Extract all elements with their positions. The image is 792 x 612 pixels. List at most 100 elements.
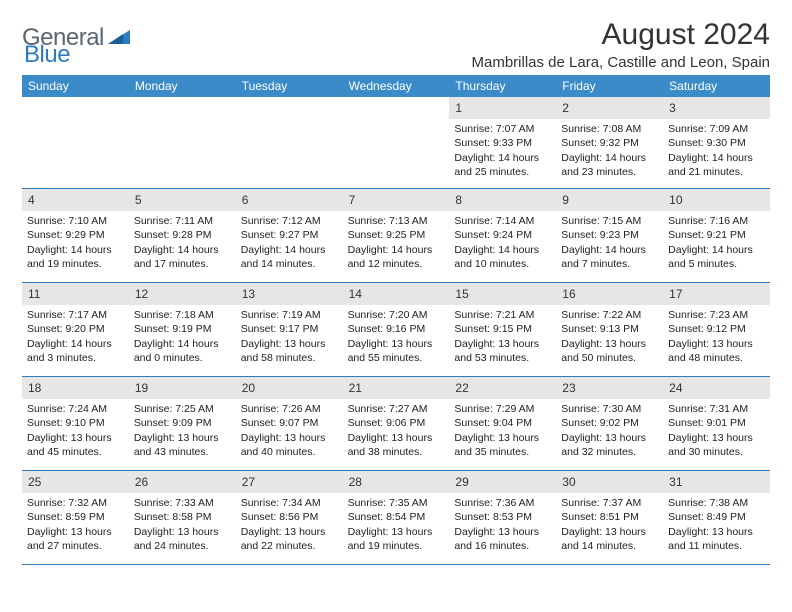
daylight-line: Daylight: 13 hours and 53 minutes. xyxy=(454,337,551,365)
dayname-row: Sunday Monday Tuesday Wednesday Thursday… xyxy=(22,75,770,97)
daylight-line: Daylight: 13 hours and 27 minutes. xyxy=(27,525,124,553)
daylight-line: Daylight: 14 hours and 25 minutes. xyxy=(454,151,551,179)
day-number: 16 xyxy=(556,283,663,305)
calendar-cell: 28Sunrise: 7:35 AMSunset: 8:54 PMDayligh… xyxy=(343,471,450,565)
cell-body: Sunrise: 7:16 AMSunset: 9:21 PMDaylight:… xyxy=(663,211,770,275)
cell-body: Sunrise: 7:34 AMSunset: 8:56 PMDaylight:… xyxy=(236,493,343,557)
cell-body: Sunrise: 7:36 AMSunset: 8:53 PMDaylight:… xyxy=(449,493,556,557)
daylight-line: Daylight: 13 hours and 30 minutes. xyxy=(668,431,765,459)
sunset-line: Sunset: 9:25 PM xyxy=(348,228,445,242)
calendar-cell: 9Sunrise: 7:15 AMSunset: 9:23 PMDaylight… xyxy=(556,189,663,283)
cell-body: Sunrise: 7:23 AMSunset: 9:12 PMDaylight:… xyxy=(663,305,770,369)
sunrise-line: Sunrise: 7:16 AM xyxy=(668,214,765,228)
sunset-line: Sunset: 9:21 PM xyxy=(668,228,765,242)
calendar-cell: 22Sunrise: 7:29 AMSunset: 9:04 PMDayligh… xyxy=(449,377,556,471)
day-number: 28 xyxy=(343,471,450,493)
cell-body: Sunrise: 7:15 AMSunset: 9:23 PMDaylight:… xyxy=(556,211,663,275)
daylight-line: Daylight: 14 hours and 12 minutes. xyxy=(348,243,445,271)
day-number: 9 xyxy=(556,189,663,211)
sunset-line: Sunset: 9:10 PM xyxy=(27,416,124,430)
sunrise-line: Sunrise: 7:20 AM xyxy=(348,308,445,322)
daylight-line: Daylight: 14 hours and 5 minutes. xyxy=(668,243,765,271)
sunrise-line: Sunrise: 7:18 AM xyxy=(134,308,231,322)
calendar-cell: 20Sunrise: 7:26 AMSunset: 9:07 PMDayligh… xyxy=(236,377,343,471)
cell-body: Sunrise: 7:21 AMSunset: 9:15 PMDaylight:… xyxy=(449,305,556,369)
sunset-line: Sunset: 8:58 PM xyxy=(134,510,231,524)
sunrise-line: Sunrise: 7:33 AM xyxy=(134,496,231,510)
daylight-line: Daylight: 13 hours and 11 minutes. xyxy=(668,525,765,553)
dayname-wed: Wednesday xyxy=(343,75,450,97)
weeks-container: 1Sunrise: 7:07 AMSunset: 9:33 PMDaylight… xyxy=(22,97,770,565)
day-number: 11 xyxy=(22,283,129,305)
sunrise-line: Sunrise: 7:26 AM xyxy=(241,402,338,416)
calendar-cell: 6Sunrise: 7:12 AMSunset: 9:27 PMDaylight… xyxy=(236,189,343,283)
sunset-line: Sunset: 9:12 PM xyxy=(668,322,765,336)
calendar-cell: 4Sunrise: 7:10 AMSunset: 9:29 PMDaylight… xyxy=(22,189,129,283)
sunrise-line: Sunrise: 7:09 AM xyxy=(668,122,765,136)
day-number: 25 xyxy=(22,471,129,493)
sunrise-line: Sunrise: 7:12 AM xyxy=(241,214,338,228)
sunset-line: Sunset: 9:20 PM xyxy=(27,322,124,336)
sunset-line: Sunset: 9:30 PM xyxy=(668,136,765,150)
cell-body: Sunrise: 7:33 AMSunset: 8:58 PMDaylight:… xyxy=(129,493,236,557)
cell-body: Sunrise: 7:25 AMSunset: 9:09 PMDaylight:… xyxy=(129,399,236,463)
dayname-mon: Monday xyxy=(129,75,236,97)
daylight-line: Daylight: 13 hours and 14 minutes. xyxy=(561,525,658,553)
calendar-cell: 17Sunrise: 7:23 AMSunset: 9:12 PMDayligh… xyxy=(663,283,770,377)
sunset-line: Sunset: 9:24 PM xyxy=(454,228,551,242)
daylight-line: Daylight: 13 hours and 24 minutes. xyxy=(134,525,231,553)
daylight-line: Daylight: 13 hours and 55 minutes. xyxy=(348,337,445,365)
cell-body: Sunrise: 7:18 AMSunset: 9:19 PMDaylight:… xyxy=(129,305,236,369)
daylight-line: Daylight: 14 hours and 3 minutes. xyxy=(27,337,124,365)
sunrise-line: Sunrise: 7:27 AM xyxy=(348,402,445,416)
sunrise-line: Sunrise: 7:24 AM xyxy=(27,402,124,416)
calendar-cell: 19Sunrise: 7:25 AMSunset: 9:09 PMDayligh… xyxy=(129,377,236,471)
day-number: 4 xyxy=(22,189,129,211)
daylight-line: Daylight: 14 hours and 0 minutes. xyxy=(134,337,231,365)
cell-body: Sunrise: 7:12 AMSunset: 9:27 PMDaylight:… xyxy=(236,211,343,275)
calendar-cell: 1Sunrise: 7:07 AMSunset: 9:33 PMDaylight… xyxy=(449,97,556,189)
sunrise-line: Sunrise: 7:38 AM xyxy=(668,496,765,510)
cell-body: Sunrise: 7:19 AMSunset: 9:17 PMDaylight:… xyxy=(236,305,343,369)
sunset-line: Sunset: 9:16 PM xyxy=(348,322,445,336)
sunset-line: Sunset: 9:29 PM xyxy=(27,228,124,242)
calendar-cell: 12Sunrise: 7:18 AMSunset: 9:19 PMDayligh… xyxy=(129,283,236,377)
daylight-line: Daylight: 13 hours and 32 minutes. xyxy=(561,431,658,459)
calendar-cell: 14Sunrise: 7:20 AMSunset: 9:16 PMDayligh… xyxy=(343,283,450,377)
calendar-cell xyxy=(343,97,450,189)
sunrise-line: Sunrise: 7:35 AM xyxy=(348,496,445,510)
calendar-cell: 24Sunrise: 7:31 AMSunset: 9:01 PMDayligh… xyxy=(663,377,770,471)
sunrise-line: Sunrise: 7:15 AM xyxy=(561,214,658,228)
day-number: 23 xyxy=(556,377,663,399)
calendar-cell: 29Sunrise: 7:36 AMSunset: 8:53 PMDayligh… xyxy=(449,471,556,565)
calendar-cell: 5Sunrise: 7:11 AMSunset: 9:28 PMDaylight… xyxy=(129,189,236,283)
daylight-line: Daylight: 14 hours and 19 minutes. xyxy=(27,243,124,271)
daylight-line: Daylight: 13 hours and 40 minutes. xyxy=(241,431,338,459)
calendar-week: 4Sunrise: 7:10 AMSunset: 9:29 PMDaylight… xyxy=(22,189,770,283)
day-number: 31 xyxy=(663,471,770,493)
cell-body: Sunrise: 7:32 AMSunset: 8:59 PMDaylight:… xyxy=(22,493,129,557)
calendar-cell xyxy=(129,97,236,189)
cell-body: Sunrise: 7:09 AMSunset: 9:30 PMDaylight:… xyxy=(663,119,770,183)
logo-triangle-icon xyxy=(108,26,130,49)
dayname-sat: Saturday xyxy=(663,75,770,97)
day-number: 3 xyxy=(663,97,770,119)
cell-body: Sunrise: 7:07 AMSunset: 9:33 PMDaylight:… xyxy=(449,119,556,183)
sunrise-line: Sunrise: 7:11 AM xyxy=(134,214,231,228)
calendar-cell: 8Sunrise: 7:14 AMSunset: 9:24 PMDaylight… xyxy=(449,189,556,283)
sunrise-line: Sunrise: 7:30 AM xyxy=(561,402,658,416)
calendar-week: 18Sunrise: 7:24 AMSunset: 9:10 PMDayligh… xyxy=(22,377,770,471)
sunset-line: Sunset: 9:04 PM xyxy=(454,416,551,430)
sunrise-line: Sunrise: 7:22 AM xyxy=(561,308,658,322)
sunset-line: Sunset: 9:27 PM xyxy=(241,228,338,242)
sunset-line: Sunset: 9:23 PM xyxy=(561,228,658,242)
sunrise-line: Sunrise: 7:19 AM xyxy=(241,308,338,322)
sunrise-line: Sunrise: 7:17 AM xyxy=(27,308,124,322)
sunrise-line: Sunrise: 7:21 AM xyxy=(454,308,551,322)
title-block: August 2024 Mambrillas de Lara, Castille… xyxy=(472,18,771,71)
day-number: 29 xyxy=(449,471,556,493)
day-number: 30 xyxy=(556,471,663,493)
day-number: 5 xyxy=(129,189,236,211)
calendar-grid: Sunday Monday Tuesday Wednesday Thursday… xyxy=(22,75,770,565)
calendar-cell: 11 Sunrise: 7:17 AMSunset: 9:20 PMDayligh… xyxy=(22,283,129,377)
